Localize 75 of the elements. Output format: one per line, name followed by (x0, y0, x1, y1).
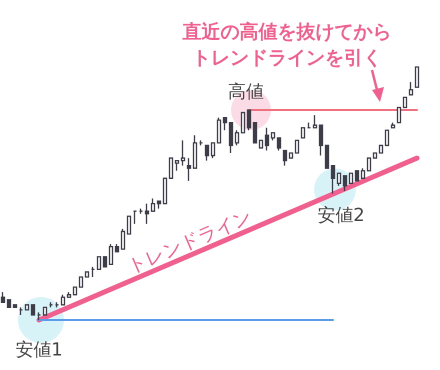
candlestick (90, 266, 96, 278)
candlestick (78, 276, 84, 288)
candlestick (102, 256, 108, 268)
candlestick (252, 122, 258, 144)
candlestick (240, 112, 246, 134)
candlestick (258, 140, 264, 149)
candlestick (186, 157, 192, 182)
candlestick (348, 172, 354, 184)
candlestick (366, 157, 372, 172)
candlestick (342, 175, 348, 192)
candlestick (30, 304, 36, 316)
candlestick (390, 122, 396, 128)
candlestick (204, 144, 210, 162)
candlestick (180, 140, 186, 166)
candlestick (84, 271, 90, 278)
candlestick (246, 109, 252, 131)
candlestick (96, 256, 102, 270)
annotation: トレンドライン (124, 206, 256, 278)
candlestick (126, 216, 132, 235)
candlestick (120, 228, 126, 250)
candlestick (300, 127, 306, 138)
candlestick (132, 210, 138, 225)
candlestick (150, 198, 156, 212)
candlestick (234, 130, 240, 146)
candlestick (402, 96, 408, 108)
candlestick (18, 306, 24, 316)
candlestick (228, 122, 234, 154)
candlestick (282, 150, 288, 166)
candlestick (210, 142, 216, 159)
candlestick (42, 306, 48, 316)
candlestick (174, 160, 180, 172)
candlestick (324, 144, 330, 169)
candlestick (24, 304, 30, 311)
candlestick (216, 116, 222, 144)
candlestick (54, 302, 60, 308)
annotation: 高値 (228, 82, 264, 103)
candlestick (72, 286, 78, 296)
candlestick (222, 116, 228, 131)
candlestick (264, 127, 270, 152)
candlestick (372, 152, 378, 159)
annotation: 安値2 (317, 205, 365, 226)
candlestick (306, 122, 312, 128)
candlestick (66, 292, 72, 298)
candlestick (396, 106, 402, 124)
candlestick (156, 200, 162, 210)
text: 安値1 (15, 340, 63, 360)
candlestick (408, 82, 414, 96)
candlestick (60, 294, 66, 306)
candlestick (0, 292, 6, 303)
candlestick (12, 304, 18, 308)
candlestick (108, 243, 114, 265)
candlestick (384, 130, 390, 146)
candlestick (192, 134, 198, 169)
candlestick (318, 124, 324, 156)
candlestick (312, 114, 318, 128)
candlestick (330, 165, 336, 194)
candlestick (114, 243, 120, 252)
candlestick (294, 140, 300, 154)
candlestick (168, 157, 174, 179)
candlestick (336, 172, 342, 187)
candlestick (378, 144, 384, 154)
chart-title: 直近の高値を抜けてからトレンドラインを引く (182, 21, 392, 69)
candlestick (354, 170, 360, 182)
candlestick (162, 178, 168, 204)
candlestick (144, 202, 150, 225)
candlestick (288, 152, 294, 159)
candlestick (414, 66, 420, 88)
candlestick (276, 137, 282, 152)
candlestick (270, 132, 276, 142)
candlestick (198, 140, 204, 146)
candlestick (36, 312, 42, 321)
candlestick (360, 168, 366, 179)
candlestick (6, 299, 12, 308)
candlestick (138, 208, 144, 214)
candlestick (48, 302, 54, 308)
